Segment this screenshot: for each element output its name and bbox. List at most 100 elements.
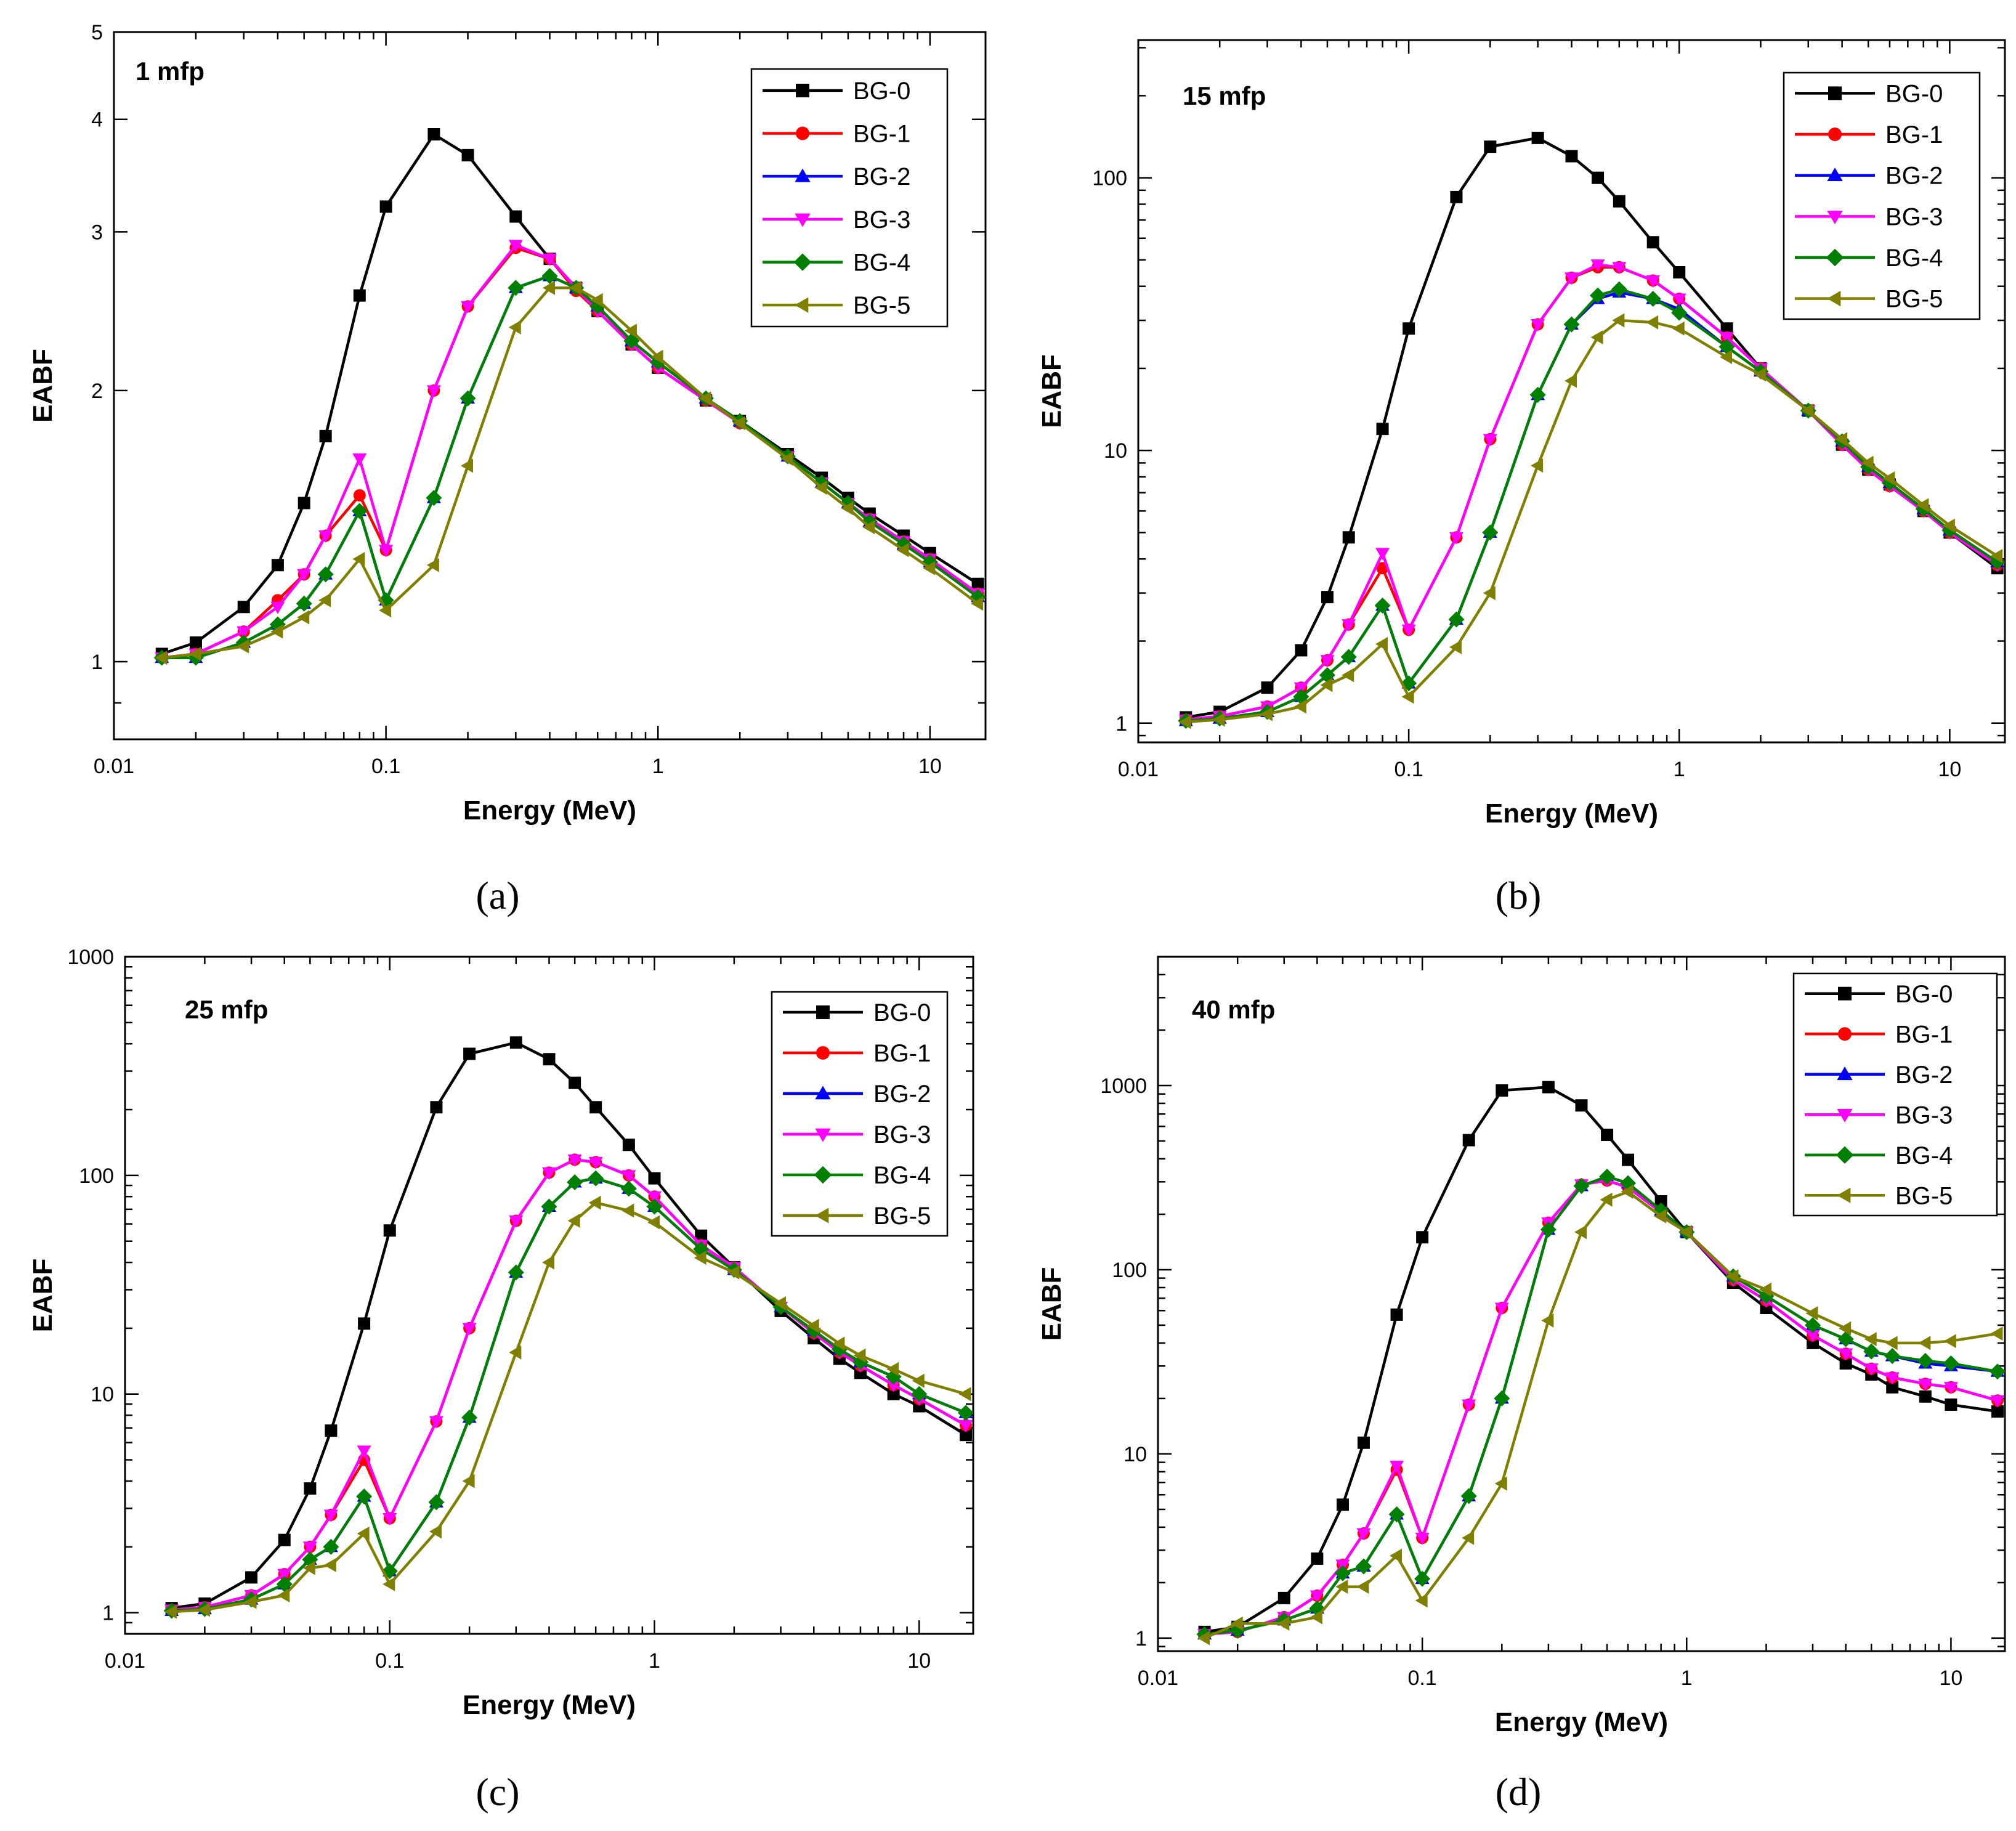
data-point [269,616,286,633]
plot-area [1196,1081,2005,1646]
data-point [508,280,524,296]
x-tick-label: 1 [1674,758,1685,781]
data-point [622,1139,635,1151]
data-point [237,639,249,654]
legend-marker [815,1208,829,1224]
legend-label: BG-1 [1885,121,1943,148]
data-point [774,1296,787,1310]
data-point [1918,1336,1931,1350]
legend-item-bg-1: BG-1 [1795,121,1943,148]
data-point [427,128,440,140]
legend-marker [1837,1187,1851,1203]
legend-marker [1828,86,1842,100]
plot-area [163,1036,973,1619]
data-point [1531,458,1544,473]
y-tick-label: 1000 [67,946,114,969]
data-point [957,1405,973,1421]
data-point [650,349,663,364]
series-line [1186,291,1998,723]
data-point [1646,275,1661,288]
legend-label: BG-2 [1895,1062,1953,1089]
panel-caption: (d) [1496,1770,1542,1814]
legend-marker [1828,128,1842,141]
data-point [1230,1616,1243,1631]
legend-label: BG-1 [873,1040,931,1067]
data-point [297,569,312,582]
data-point [814,481,827,495]
data-point [1401,624,1416,637]
series-bg-2 [1178,285,2005,726]
legend-marker [1837,1108,1853,1123]
data-point [1720,322,1733,335]
y-tick-label: 1 [1115,712,1127,736]
series-bg-5 [1178,313,2003,729]
data-point [1320,678,1333,692]
series-bg-5 [164,1195,971,1619]
data-point [1839,1321,1852,1336]
legend-marker [1836,1146,1854,1164]
series-bg-5 [1197,1184,2003,1646]
x-tick-label: 10 [1939,1667,1962,1690]
data-point [1376,423,1389,436]
data-point [459,390,476,407]
legend-marker [816,1046,830,1060]
legend-marker [795,168,811,182]
data-point [1334,1565,1351,1581]
data-point [383,1577,395,1591]
legend-label: BG-0 [853,78,910,105]
data-point [569,280,581,295]
y-tick-label: 100 [1112,1259,1147,1282]
data-point [429,1524,442,1539]
data-point [1462,1399,1476,1412]
data-point [1563,316,1580,333]
legend-label: BG-0 [1895,981,1953,1008]
series-bg-5 [155,280,984,665]
data-point [806,1318,819,1333]
legend-box [1783,71,1981,320]
series-bg-1 [1198,1174,2004,1641]
data-point [1990,1395,2005,1408]
plot-area [1178,131,2005,729]
data-point [1805,1306,1818,1321]
data-point [543,280,555,295]
data-point [1590,287,1606,304]
panel-annotation: 25 mfp [185,995,268,1024]
legend-item-bg-5: BG-5 [1795,286,1943,313]
data-point [1540,1221,1557,1238]
legend-marker [815,1128,831,1142]
data-point [430,1101,443,1114]
x-tick-label: 1 [1681,1667,1693,1690]
data-point [244,1594,257,1609]
data-point [1293,682,1308,695]
legend-label: BG-0 [873,999,931,1026]
data-point [1720,332,1735,345]
data-point [1295,644,1308,657]
legend: BG-0 BG-1 BG-2 BG-3 BG-4 BG-5 [771,991,949,1237]
data-point [1837,1331,1854,1347]
x-tick-label: 10 [907,1649,931,1673]
data-point [509,1345,522,1360]
data-point [461,1410,478,1426]
data-point [296,595,312,612]
data-point [357,1445,371,1458]
y-tick-label: 4 [91,108,103,132]
data-point [1886,1381,1899,1394]
legend-item-bg-1: BG-1 [763,121,910,148]
data-point [1885,1372,1900,1385]
data-point [302,1541,317,1554]
legend-label: BG-1 [853,121,910,148]
data-point [1991,1405,2004,1418]
data-point [1342,668,1354,683]
legend-label: BG-3 [1885,203,1943,230]
legend: BG-0 BG-1 BG-2 BG-3 BG-4 BG-5 [1783,71,1981,320]
y-tick-label: 100 [79,1164,114,1188]
x-tick-label: 0.1 [1408,1667,1437,1690]
data-point [352,551,365,566]
data-point [1496,1084,1508,1097]
legend-marker [795,213,811,227]
data-point [1600,1192,1613,1207]
data-point [1494,1302,1509,1315]
data-point [590,293,603,307]
data-point [1260,707,1273,721]
data-point [351,503,368,519]
